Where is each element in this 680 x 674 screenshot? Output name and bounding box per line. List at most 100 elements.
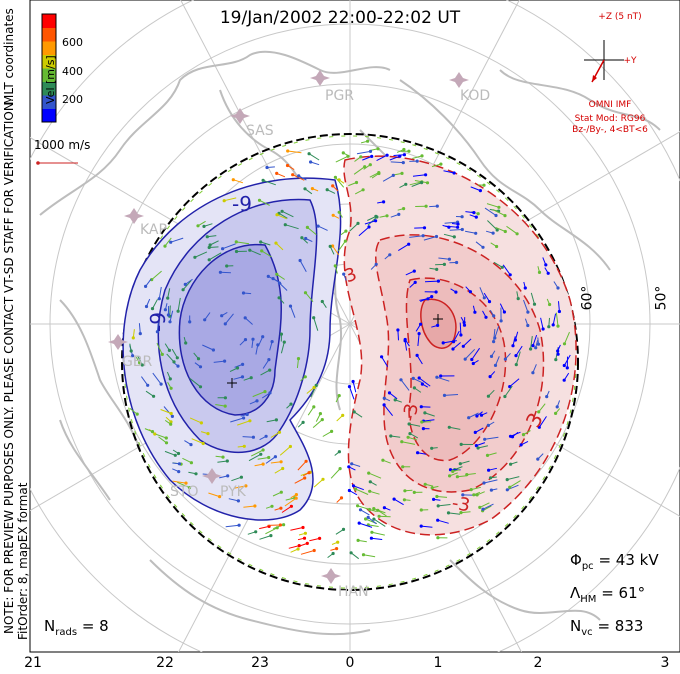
velocity-vector-origin bbox=[294, 496, 298, 500]
velocity-vector bbox=[367, 216, 378, 226]
velocity-vector-origin bbox=[469, 488, 473, 492]
velocity-vector bbox=[398, 243, 409, 252]
velocity-vector-origin bbox=[508, 385, 512, 389]
velocity-vector-origin bbox=[223, 359, 227, 363]
velocity-vector-origin bbox=[305, 225, 309, 229]
preview-note: NOTE: FOR PREVIEW PURPOSES ONLY. PLEASE … bbox=[2, 98, 16, 634]
velocity-vector-origin bbox=[261, 448, 265, 452]
velocity-vector-origin bbox=[470, 357, 474, 362]
velocity-vector-origin bbox=[404, 182, 408, 186]
velocity-vector bbox=[530, 336, 533, 350]
velocity-vector bbox=[530, 292, 535, 305]
velocity-vector-origin bbox=[366, 515, 370, 520]
velocity-vector-origin bbox=[281, 466, 285, 471]
velocity-vector bbox=[479, 287, 485, 298]
velocity-vector bbox=[242, 436, 254, 438]
velocity-vector-origin bbox=[372, 517, 376, 521]
velocity-vector bbox=[495, 356, 500, 366]
velocity-vector-origin bbox=[408, 432, 412, 436]
velocity-vector bbox=[307, 406, 315, 416]
velocity-vector bbox=[448, 512, 461, 515]
velocity-vector-origin bbox=[442, 262, 446, 266]
velocity-vector-origin bbox=[366, 139, 370, 143]
velocity-vector-origin bbox=[442, 393, 447, 397]
velocity-vector bbox=[484, 207, 497, 216]
velocity-vector-origin bbox=[474, 444, 478, 448]
velocity-vector bbox=[495, 226, 506, 232]
velocity-vector bbox=[213, 360, 225, 363]
velocity-vector-origin bbox=[482, 481, 486, 485]
velocity-vector bbox=[151, 270, 162, 280]
velocity-vector-origin bbox=[565, 366, 569, 370]
velocity-vector-origin bbox=[220, 314, 224, 318]
velocity-vector-origin bbox=[288, 444, 292, 449]
colorbar-segment bbox=[42, 41, 56, 55]
velocity-vector-origin bbox=[545, 395, 549, 399]
velocity-vector-origin bbox=[286, 149, 290, 153]
velocity-vector-origin bbox=[436, 536, 440, 540]
velocity-vector-origin bbox=[172, 360, 176, 364]
velocity-vector-origin bbox=[176, 309, 180, 313]
velocity-vector bbox=[401, 441, 416, 445]
velocity-vector-origin bbox=[467, 416, 471, 420]
velocity-vector-origin bbox=[492, 340, 496, 344]
velocity-vector-origin bbox=[129, 349, 133, 353]
velocity-vector-origin bbox=[367, 471, 371, 475]
velocity-vector-origin bbox=[150, 307, 155, 311]
velocity-vector-origin bbox=[331, 184, 335, 188]
velocity-vector-origin bbox=[487, 300, 492, 304]
velocity-vector-origin bbox=[402, 207, 406, 211]
velocity-vector-origin bbox=[471, 361, 475, 366]
velocity-vector bbox=[217, 460, 228, 463]
velocity-vector bbox=[468, 412, 479, 419]
velocity-vector-origin bbox=[175, 356, 179, 360]
velocity-vector-origin bbox=[303, 291, 308, 295]
velocity-vector bbox=[265, 527, 278, 535]
velocity-vector-origin bbox=[294, 493, 298, 497]
velocity-vector-origin bbox=[169, 422, 173, 426]
velocity-vector-origin bbox=[400, 440, 404, 444]
velocity-vector-origin bbox=[391, 173, 395, 177]
imf-condition: Bz-/By-, 4<BT<6 bbox=[572, 125, 648, 135]
velocity-vector bbox=[502, 264, 511, 276]
velocity-vector bbox=[507, 476, 520, 481]
velocity-vector bbox=[371, 531, 385, 536]
velocity-vector-origin bbox=[423, 482, 427, 486]
velocity-vector-origin bbox=[328, 244, 332, 248]
velocity-vector-origin bbox=[255, 399, 259, 403]
velocity-vector-origin bbox=[187, 486, 192, 490]
velocity-vector-origin bbox=[415, 159, 419, 163]
velocity-vector-origin bbox=[206, 432, 210, 436]
velocity-vector-origin bbox=[260, 249, 264, 253]
velocity-vector-origin bbox=[184, 481, 188, 485]
velocity-vector-origin bbox=[223, 396, 227, 400]
velocity-vector-origin bbox=[399, 378, 403, 382]
velocity-vector-origin bbox=[402, 498, 406, 502]
velocity-vector bbox=[279, 282, 288, 291]
velocity-vector-origin bbox=[168, 320, 172, 324]
velocity-vector-origin bbox=[239, 475, 243, 479]
velocity-vector bbox=[412, 174, 426, 177]
velocity-vector-origin bbox=[302, 536, 307, 540]
velocity-vector-origin bbox=[265, 165, 269, 170]
velocity-vector-origin bbox=[303, 375, 307, 379]
velocity-vector-origin bbox=[267, 358, 271, 362]
velocity-vector-origin bbox=[536, 342, 541, 346]
velocity-vector-origin bbox=[150, 430, 155, 434]
velocity-vector bbox=[404, 340, 408, 351]
velocity-vector-origin bbox=[368, 163, 372, 167]
velocity-vector-origin bbox=[131, 336, 135, 340]
velocity-vector-origin bbox=[452, 171, 456, 175]
velocity-vector-origin bbox=[485, 453, 490, 457]
velocity-vector-origin bbox=[330, 429, 334, 433]
fit-order-note: FitOrder: 8, mapEX format bbox=[16, 482, 30, 640]
velocity-vector bbox=[363, 554, 376, 558]
velocity-vector-origin bbox=[237, 523, 241, 527]
velocity-vector-origin bbox=[510, 435, 515, 439]
velocity-vector bbox=[140, 376, 149, 386]
velocity-vector-origin bbox=[164, 441, 169, 445]
velocity-vector-origin bbox=[241, 362, 245, 366]
velocity-vector bbox=[312, 419, 323, 428]
velocity-vector bbox=[376, 154, 388, 162]
velocity-vector-origin bbox=[430, 486, 434, 490]
